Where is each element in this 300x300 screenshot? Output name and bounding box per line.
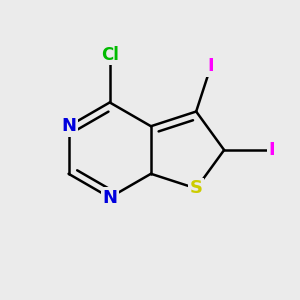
Text: S: S (190, 179, 203, 197)
Text: Cl: Cl (101, 46, 119, 64)
Text: I: I (268, 141, 275, 159)
Text: I: I (208, 57, 214, 75)
Text: N: N (61, 117, 76, 135)
Text: N: N (102, 189, 117, 207)
